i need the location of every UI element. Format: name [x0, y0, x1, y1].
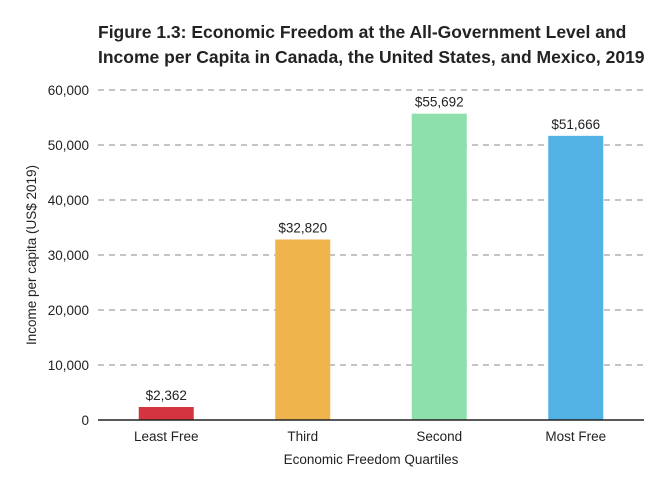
y-tick-label: 20,000	[48, 303, 89, 318]
x-tick-label: Third	[287, 429, 318, 444]
x-tick-label: Second	[416, 429, 462, 444]
y-tick-label: 50,000	[48, 138, 89, 153]
bar-most-free	[548, 135, 604, 420]
y-tick-label: 30,000	[48, 248, 89, 263]
x-tick-labels: Least Free Third Second Most Free	[134, 429, 606, 444]
bar-third	[275, 239, 331, 420]
bars	[138, 113, 604, 420]
x-tick-label: Least Free	[134, 429, 199, 444]
y-tick-label: 40,000	[48, 193, 89, 208]
x-axis-label: Economic Freedom Quartiles	[284, 452, 459, 467]
data-label: $55,692	[415, 95, 464, 110]
y-tick-label: 10,000	[48, 358, 89, 373]
bar-second	[411, 113, 467, 420]
bar-least-free	[138, 407, 194, 420]
y-tick-label: 60,000	[48, 83, 89, 98]
y-axis-label: Income per capita (US$ 2019)	[24, 165, 39, 345]
y-tick-labels: 0 10,000 20,000 30,000 40,000 50,000 60,000	[48, 83, 89, 428]
data-label: $32,820	[278, 220, 327, 235]
data-labels: $2,362 $32,820 $55,692 $51,666	[146, 95, 601, 403]
x-tick-label: Most Free	[545, 429, 606, 444]
y-tick-label: 0	[81, 413, 89, 428]
data-label: $51,666	[551, 117, 600, 132]
chart-title: Figure 1.3: Economic Freedom at the All-…	[98, 22, 645, 67]
data-label: $2,362	[146, 388, 187, 403]
